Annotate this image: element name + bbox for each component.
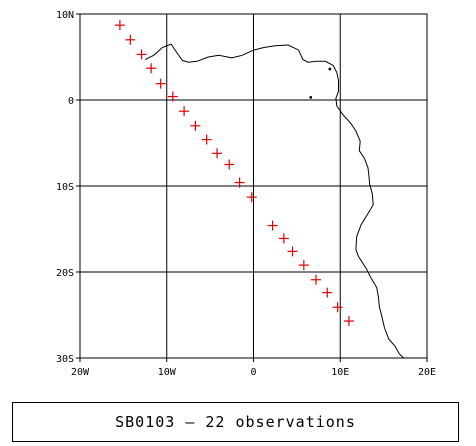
map-plot: 20W 10W 0 10E 20E 10N 0 10S 20S 30S <box>56 10 436 378</box>
observation-marker <box>179 106 190 117</box>
observation-marker <box>234 177 245 188</box>
observation-marker <box>322 287 333 298</box>
coastline-path <box>144 43 404 359</box>
y-tick-label: 10N <box>56 10 74 21</box>
observation-marker <box>146 63 157 74</box>
observation-marker <box>155 78 166 89</box>
y-tick-label: 20S <box>56 268 74 279</box>
observation-marker <box>287 246 298 257</box>
island-dot <box>328 67 332 71</box>
y-axis-ticks: 10N 0 10S 20S 30S <box>56 10 80 365</box>
x-tick-label: 0 <box>250 367 256 378</box>
grid-lines <box>80 14 427 358</box>
observation-marker <box>114 20 125 31</box>
observation-marker <box>343 316 354 327</box>
island-dot <box>309 96 313 99</box>
observation-marker <box>125 34 136 45</box>
observation-marker <box>136 49 147 60</box>
caption-text: SB0103 – 22 observations <box>115 413 356 431</box>
observation-marker <box>224 159 235 170</box>
observation-marker <box>278 233 289 244</box>
observation-marker <box>298 260 309 271</box>
y-tick-label: 10S <box>56 182 74 193</box>
observation-marker <box>246 192 257 203</box>
coastline <box>144 43 404 359</box>
x-tick-label: 20W <box>71 367 90 378</box>
observation-marker <box>332 302 343 313</box>
y-tick-label: 0 <box>68 96 74 107</box>
caption-box: SB0103 – 22 observations <box>12 402 459 442</box>
observation-marker <box>190 120 201 131</box>
x-tick-label: 10W <box>158 367 177 378</box>
observation-marker <box>201 134 212 145</box>
x-axis-ticks: 20W 10W 0 10E 20E <box>71 358 436 378</box>
observation-marker <box>310 274 321 285</box>
observation-marker <box>167 91 178 102</box>
observation-marker <box>212 148 223 159</box>
y-tick-label: 30S <box>56 354 74 365</box>
observation-markers <box>114 20 354 327</box>
x-tick-label: 20E <box>418 367 436 378</box>
x-tick-label: 10E <box>331 367 349 378</box>
observation-marker <box>267 220 278 231</box>
